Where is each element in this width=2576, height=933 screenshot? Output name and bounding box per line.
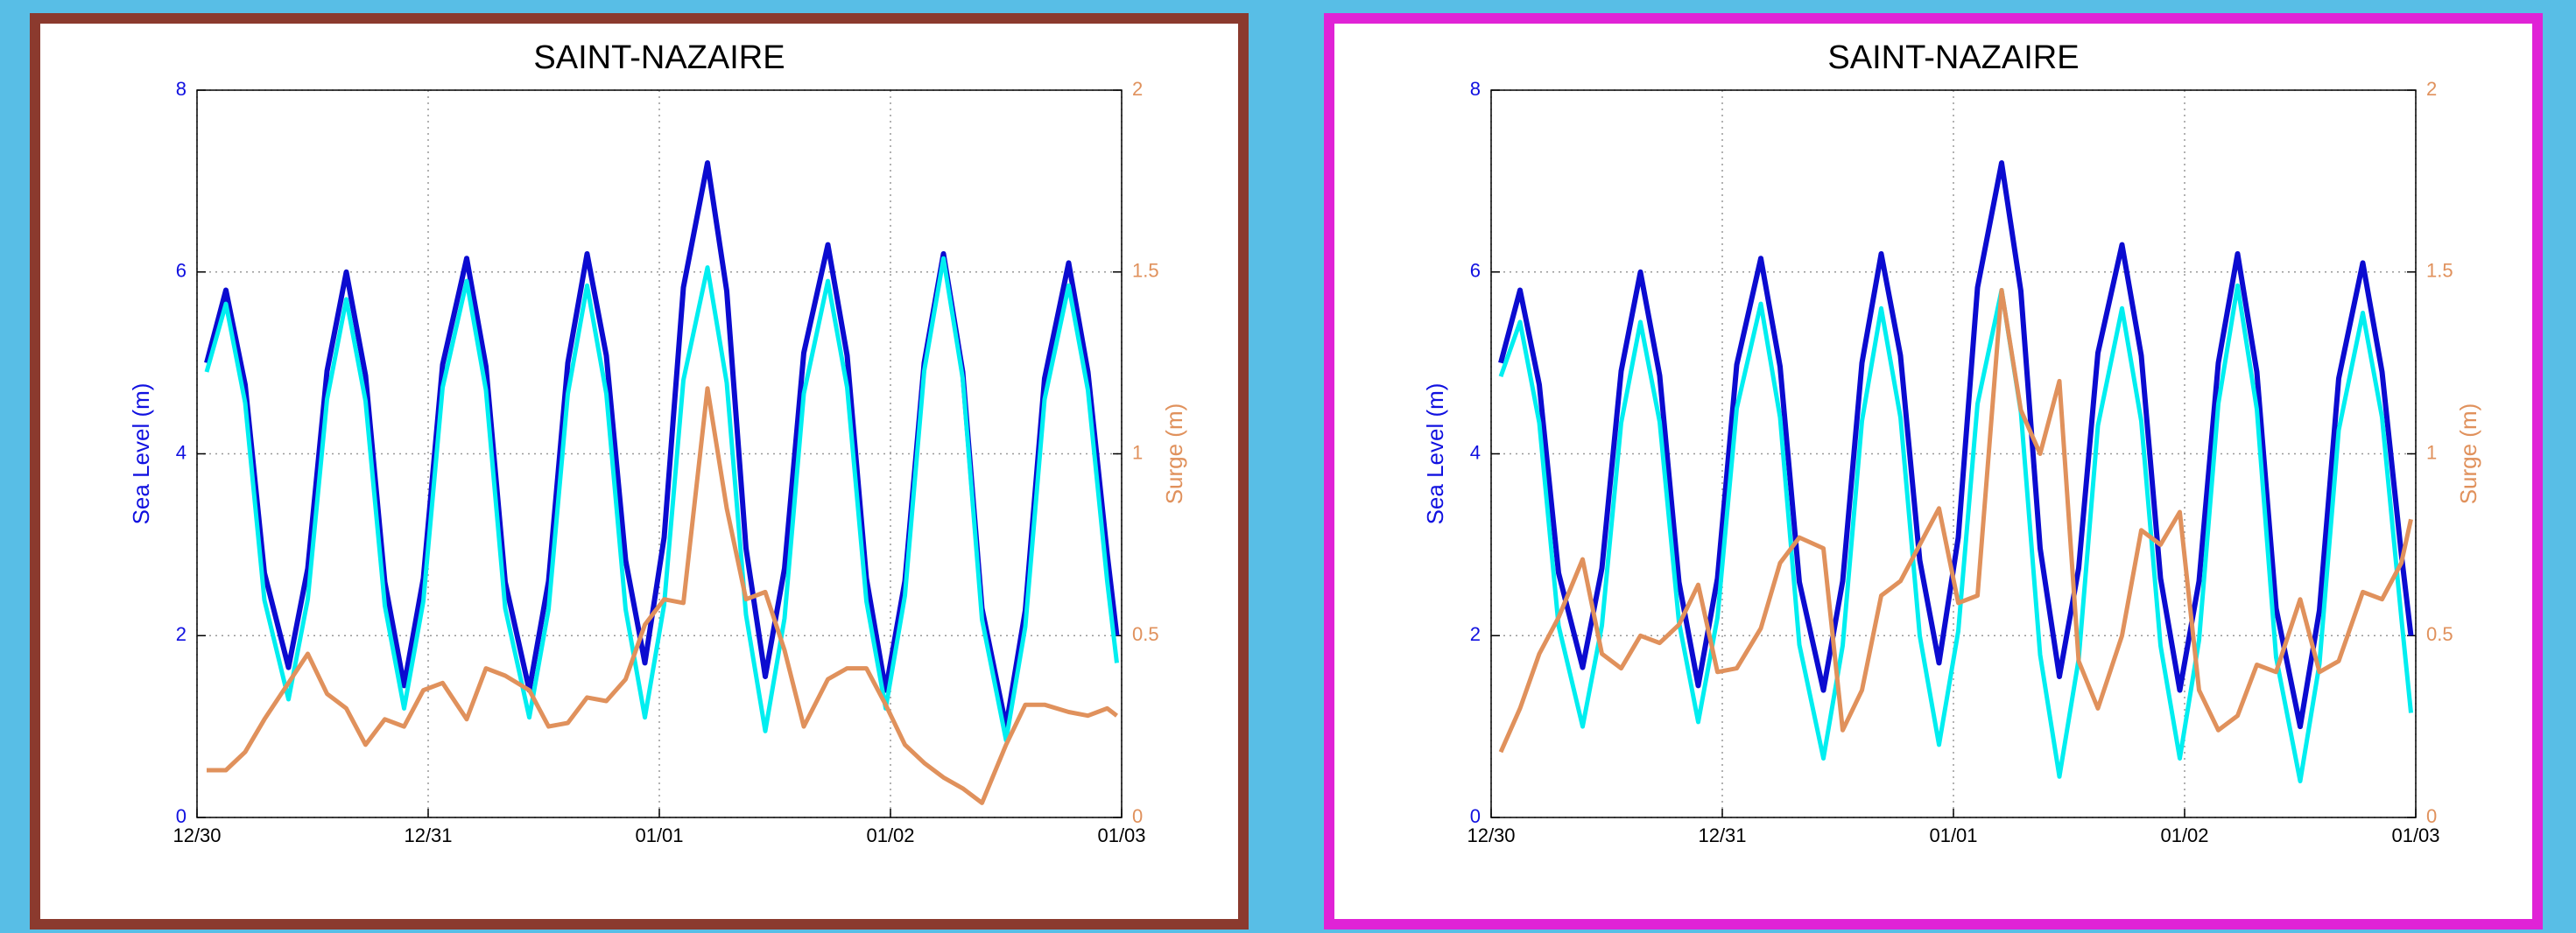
y-tick-label: 0: [1470, 805, 1481, 827]
x-tick-label: 12/30: [1467, 824, 1515, 846]
y2-tick-label: 0.5: [1132, 623, 1159, 645]
series-line: [1498, 288, 2413, 754]
y-tick-label: 4: [1470, 441, 1481, 463]
y2-tick-label: 0.5: [2426, 623, 2453, 645]
chart-title: SAINT-NAZAIRE: [1827, 39, 2079, 76]
y2-tick-label: 1: [2426, 441, 2437, 463]
y2-tick-label: 0: [1132, 805, 1143, 827]
series-line: [1498, 283, 2413, 783]
series-line: [207, 386, 1119, 805]
x-tick-label: 01/02: [2160, 824, 2208, 846]
y2-tick-label: 2: [1132, 78, 1143, 100]
y2-tick-label: 1.5: [2426, 260, 2453, 282]
y-tick-label: 6: [176, 260, 187, 282]
y2-axis-label: Surge (m): [1161, 403, 1187, 505]
y2-tick-label: 1: [1132, 441, 1143, 463]
x-tick-label: 01/02: [866, 824, 914, 846]
x-tick-label: 12/31: [1698, 824, 1746, 846]
y2-tick-label: 2: [2426, 78, 2437, 100]
y-axis-label: Sea Level (m): [128, 383, 154, 525]
y-tick-label: 4: [176, 441, 187, 463]
y-tick-label: 6: [1470, 260, 1481, 282]
x-tick-label: 01/03: [1097, 824, 1145, 846]
panel-frame: [30, 13, 1249, 929]
chart-title: SAINT-NAZAIRE: [533, 39, 785, 76]
y-tick-label: 8: [1470, 78, 1481, 100]
plot-frame: [1490, 89, 2417, 818]
x-tick-label: 12/31: [404, 824, 452, 846]
plot-frame: [196, 89, 1123, 818]
y2-tick-label: 1.5: [1132, 260, 1159, 282]
panel-frame: [1324, 13, 2543, 929]
y-tick-label: 2: [1470, 623, 1481, 645]
y2-tick-label: 0: [2426, 805, 2437, 827]
x-tick-label: 12/30: [172, 824, 221, 846]
x-tick-label: 01/01: [1929, 824, 1977, 846]
y-tick-label: 0: [176, 805, 187, 827]
x-tick-label: 01/03: [2391, 824, 2439, 846]
y-tick-label: 8: [176, 78, 187, 100]
y-tick-label: 2: [176, 623, 187, 645]
y-axis-label: Sea Level (m): [1422, 383, 1448, 525]
series-line: [204, 256, 1119, 743]
x-tick-label: 01/01: [635, 824, 683, 846]
y2-axis-label: Surge (m): [2455, 403, 2481, 505]
series-line: [1498, 160, 2414, 730]
